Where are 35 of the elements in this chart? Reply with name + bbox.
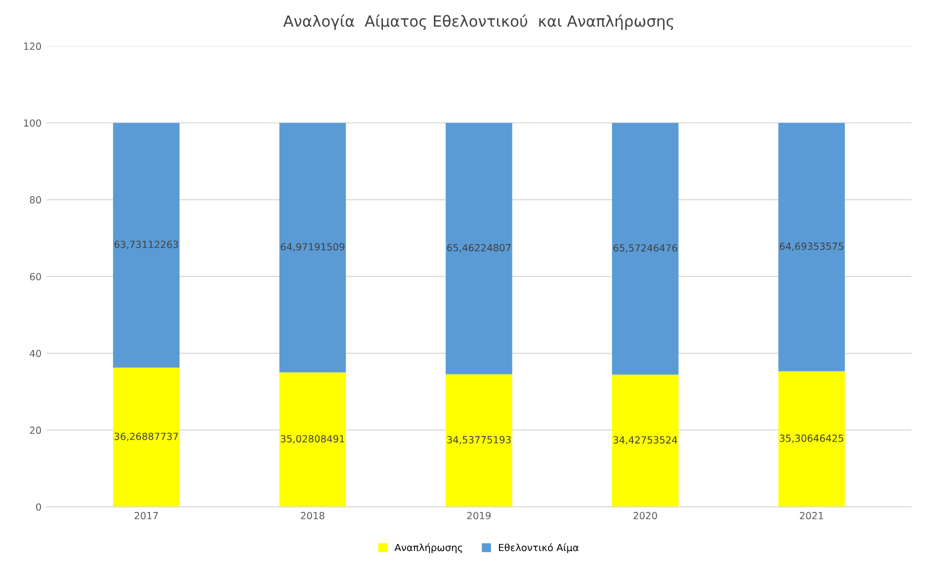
y-tick-label: 120 — [24, 42, 41, 50]
data-label: 34,53775193 — [447, 436, 511, 444]
bar — [113, 368, 180, 507]
data-label: 64,69353575 — [780, 242, 844, 251]
y-tick-label: 100 — [24, 119, 41, 127]
legend-label: Εθελοντικό Αίμα — [499, 543, 579, 554]
x-tick-label: 2018 — [300, 512, 324, 520]
data-label: 64,97191509 — [280, 243, 344, 252]
bar — [279, 122, 346, 372]
y-tick-label: 80 — [30, 196, 41, 204]
data-label: 36,26887737 — [114, 432, 178, 442]
bar — [612, 374, 679, 507]
legend-label: Αναπλήρωσης — [394, 543, 462, 554]
x-tick-label: 2017 — [134, 512, 158, 520]
bar — [279, 372, 346, 507]
data-label: 34,42753524 — [614, 436, 678, 445]
data-label: 63,73112263 — [114, 240, 178, 250]
data-label: 65,57246476 — [613, 244, 678, 253]
bar — [446, 122, 512, 374]
data-label: 35,30646425 — [780, 434, 844, 443]
x-tick-label: 2019 — [467, 512, 491, 520]
chart-title: Αναλογία Αίματος Εθελοντικού και Αναπλήρωσης — [283, 14, 674, 30]
bar — [778, 122, 845, 372]
y-tick-label: 40 — [30, 350, 41, 358]
x-tick-label: 2020 — [634, 512, 657, 520]
bar — [446, 374, 512, 507]
bar — [778, 371, 845, 507]
data-label: 65,46224807 — [447, 244, 511, 252]
bar — [612, 122, 679, 375]
y-tick-label: 0 — [36, 503, 41, 511]
x-tick-label: 2021 — [800, 512, 824, 520]
y-tick-label: 60 — [30, 272, 41, 280]
y-tick-label: 20 — [30, 426, 41, 434]
bar — [113, 122, 180, 368]
data-label: 35,02808491 — [280, 435, 344, 444]
